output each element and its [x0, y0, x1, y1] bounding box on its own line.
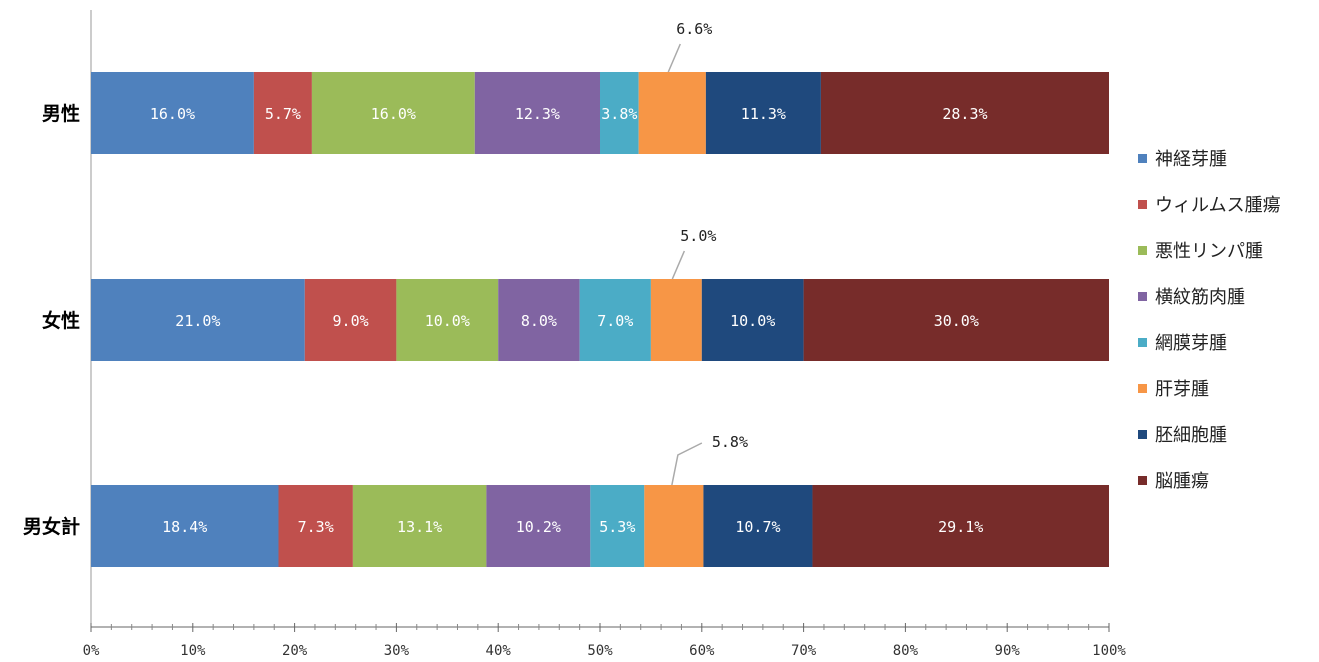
callout-leader-line	[671, 250, 686, 280]
data-label: 16.0%	[150, 105, 195, 123]
bar-segment	[91, 485, 279, 567]
x-tick-label: 40%	[486, 643, 512, 659]
data-label: 5.0%	[680, 227, 716, 245]
bar-segment	[820, 72, 1109, 154]
data-label: 10.2%	[516, 518, 561, 536]
bar-segment	[474, 72, 600, 154]
x-tick-label: 90%	[995, 643, 1021, 659]
bar-segment	[590, 485, 645, 567]
bar-segment	[600, 72, 639, 154]
data-label: 10.0%	[730, 312, 775, 330]
legend-entry: 脳腫瘍	[1155, 471, 1209, 492]
legend-swatch	[1138, 476, 1147, 485]
bar-segment	[253, 72, 312, 154]
legend-entry: 胚細胞腫	[1155, 425, 1227, 446]
data-label: 5.8%	[712, 433, 748, 451]
x-tick-label: 0%	[83, 643, 100, 659]
bar-segment	[803, 279, 1109, 361]
bar-segment	[703, 485, 813, 567]
data-label: 8.0%	[521, 312, 557, 330]
legend-swatch	[1138, 200, 1147, 209]
bar-segment	[705, 72, 821, 154]
legend-swatch	[1138, 292, 1147, 301]
data-label: 16.0%	[371, 105, 416, 123]
bar-segment	[812, 485, 1109, 567]
bar-segment	[644, 485, 704, 567]
data-label: 12.3%	[515, 105, 560, 123]
legend-entry: 神経芽腫	[1155, 149, 1227, 170]
data-label: 10.0%	[425, 312, 470, 330]
legend-entry: 横紋筋肉腫	[1155, 287, 1245, 308]
bar-segment	[304, 279, 397, 361]
bar-segment	[352, 485, 487, 567]
bar-segment	[91, 279, 305, 361]
legend-swatch	[1138, 338, 1147, 347]
legend-entry: 肝芽腫	[1155, 379, 1209, 400]
data-label: 5.7%	[265, 105, 301, 123]
bar-segment	[650, 279, 702, 361]
legend-entry: 悪性リンパ腫	[1155, 241, 1263, 262]
data-label: 18.4%	[162, 518, 207, 536]
legend-entry: 網膜芽腫	[1155, 333, 1227, 354]
bar-segment	[498, 279, 580, 361]
data-label: 13.1%	[397, 518, 442, 536]
data-label: 6.6%	[676, 20, 712, 38]
data-label: 10.7%	[735, 518, 780, 536]
bar-segment	[486, 485, 591, 567]
callout-leader-line	[667, 43, 681, 73]
x-tick-label: 30%	[384, 643, 410, 659]
data-label: 9.0%	[333, 312, 369, 330]
category-label: 男女計	[23, 515, 80, 538]
x-tick-label: 80%	[893, 643, 919, 659]
x-tick-label: 10%	[180, 643, 206, 659]
data-label: 28.3%	[942, 105, 987, 123]
bar-segment	[579, 279, 651, 361]
x-tick-label: 70%	[791, 643, 817, 659]
bar-segment	[311, 72, 475, 154]
legend-swatch	[1138, 430, 1147, 439]
data-label: 7.0%	[597, 312, 633, 330]
x-tick-label: 20%	[282, 643, 308, 659]
x-tick-label: 50%	[587, 643, 613, 659]
category-label: 男性	[42, 102, 80, 125]
callout-leader-line	[671, 442, 703, 486]
bar-segment	[278, 485, 353, 567]
data-label: 5.3%	[599, 518, 635, 536]
data-label: 30.0%	[934, 312, 979, 330]
data-label: 7.3%	[298, 518, 334, 536]
data-label: 29.1%	[938, 518, 983, 536]
bar-segment	[396, 279, 499, 361]
bar-segment	[91, 72, 254, 154]
legend-entry: ウィルムス腫瘍	[1155, 195, 1281, 216]
bar-segment	[701, 279, 804, 361]
category-label: 女性	[42, 309, 80, 332]
data-label: 3.8%	[601, 105, 637, 123]
x-tick-label: 60%	[689, 643, 715, 659]
legend-swatch	[1138, 384, 1147, 393]
bar-segment	[638, 72, 706, 154]
x-tick-label: 100%	[1092, 643, 1126, 659]
legend-swatch	[1138, 246, 1147, 255]
legend-swatch	[1138, 154, 1147, 163]
data-label: 11.3%	[741, 105, 786, 123]
data-label: 21.0%	[175, 312, 220, 330]
